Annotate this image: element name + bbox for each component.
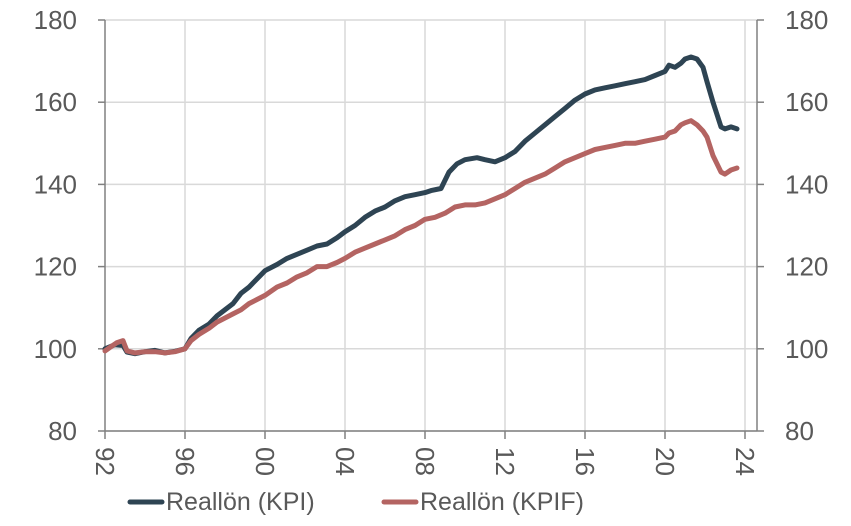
x-tick-label: 12 [490, 447, 520, 476]
x-tick-label: 24 [730, 447, 760, 476]
x-tick-label: 92 [90, 447, 120, 476]
y-tick-label-left: 120 [34, 252, 77, 282]
y-tick-label-right: 140 [785, 169, 828, 199]
x-tick-label: 20 [650, 447, 680, 476]
y-tick-label-right: 180 [785, 5, 828, 35]
y-tick-label-right: 100 [785, 334, 828, 364]
legend-label: Reallön (KPIF) [420, 488, 584, 516]
x-tick-label: 08 [410, 447, 440, 476]
y-tick-label-left: 80 [48, 416, 77, 446]
y-tick-label-right: 80 [785, 416, 814, 446]
y-tick-label-right: 120 [785, 252, 828, 282]
legend-label: Reallön (KPI) [166, 488, 315, 516]
series-lines [102, 54, 740, 357]
y-tick-label-left: 180 [34, 5, 77, 35]
y-tick-label-left: 160 [34, 87, 77, 117]
x-tick-label: 96 [170, 447, 200, 476]
x-tick-label: 04 [330, 447, 360, 476]
series-line-kpi [102, 54, 740, 357]
y-tick-label-left: 100 [34, 334, 77, 364]
y-tick-label-right: 160 [785, 87, 828, 117]
y-tick-label-left: 140 [34, 169, 77, 199]
axes: 80 80 100 100 120 120 140 140 160 160 180 180 92 96 00… [34, 5, 829, 476]
x-tick-label: 16 [570, 447, 600, 476]
legend: Reallön (KPI) Reallön (KPIF) [127, 488, 584, 516]
gridlines [105, 19, 757, 432]
x-tick-label: 00 [250, 447, 280, 476]
series-line-kpif [102, 118, 740, 356]
